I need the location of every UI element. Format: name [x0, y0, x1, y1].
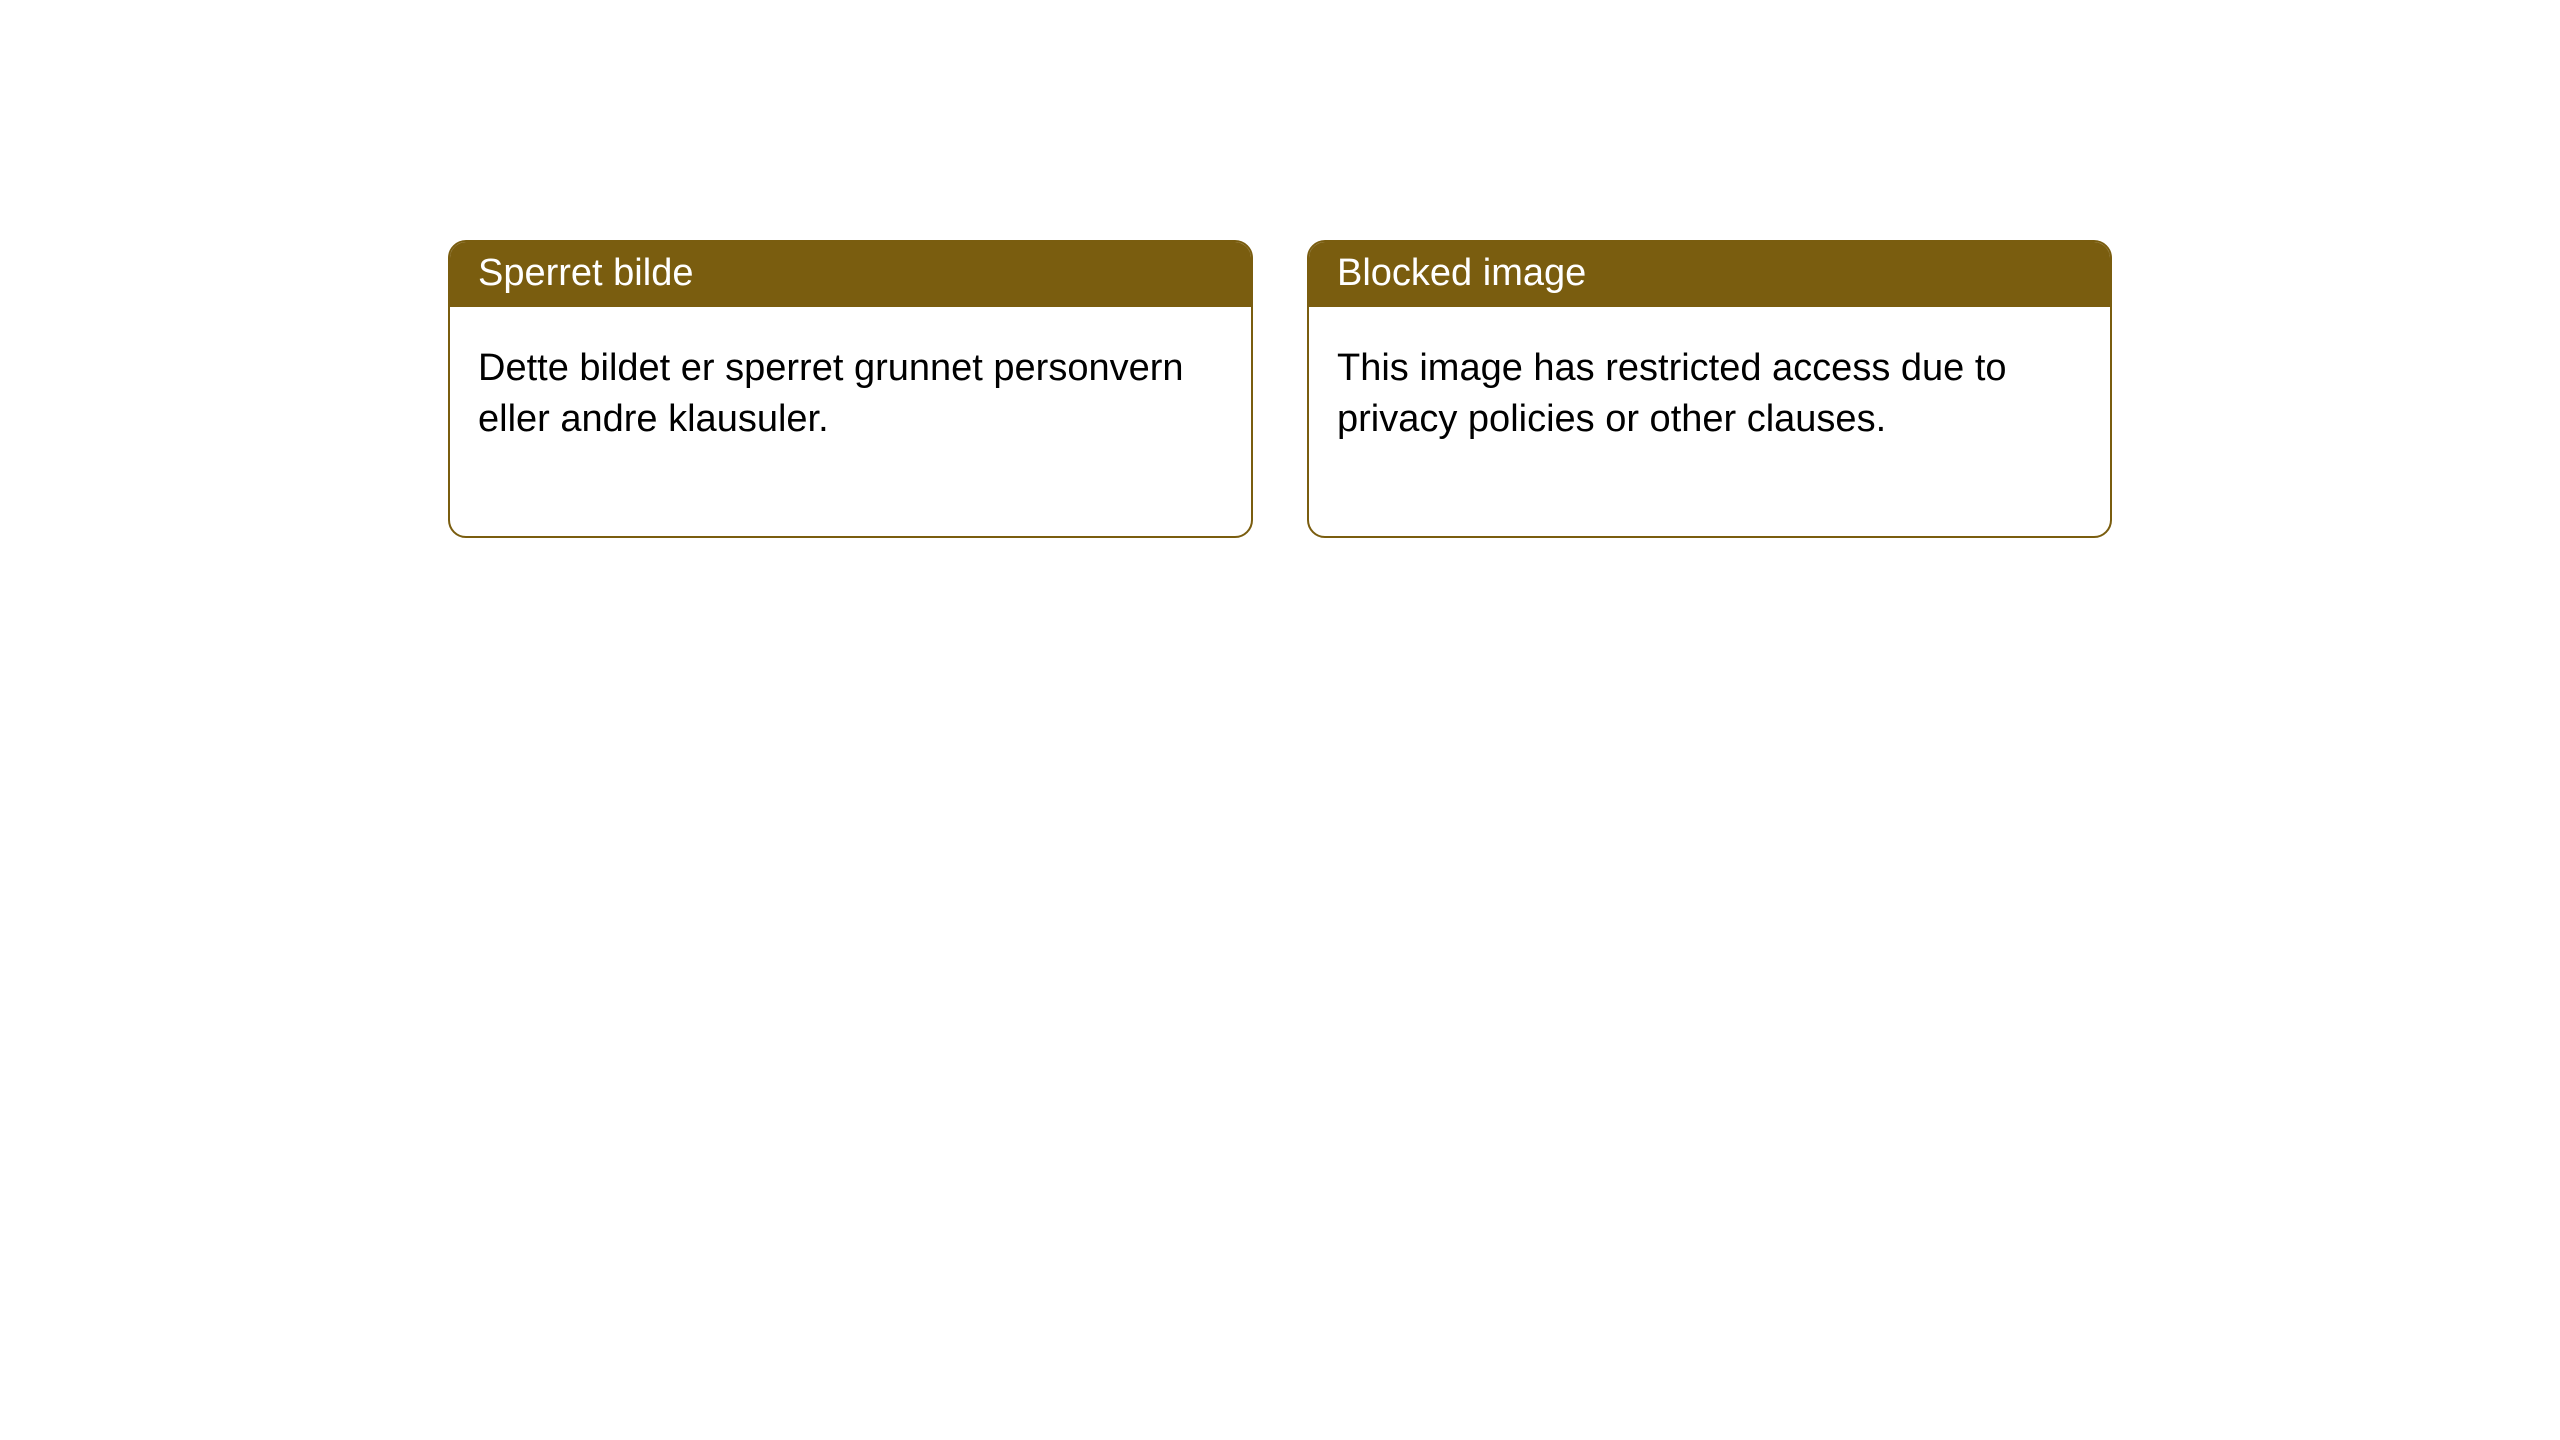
notice-card-english: Blocked image This image has restricted …: [1307, 240, 2112, 538]
notice-header-english: Blocked image: [1309, 242, 2110, 307]
notice-card-norwegian: Sperret bilde Dette bildet er sperret gr…: [448, 240, 1253, 538]
notice-body-english: This image has restricted access due to …: [1309, 307, 2110, 536]
notice-container: Sperret bilde Dette bildet er sperret gr…: [0, 0, 2560, 538]
notice-header-norwegian: Sperret bilde: [450, 242, 1251, 307]
notice-body-norwegian: Dette bildet er sperret grunnet personve…: [450, 307, 1251, 536]
